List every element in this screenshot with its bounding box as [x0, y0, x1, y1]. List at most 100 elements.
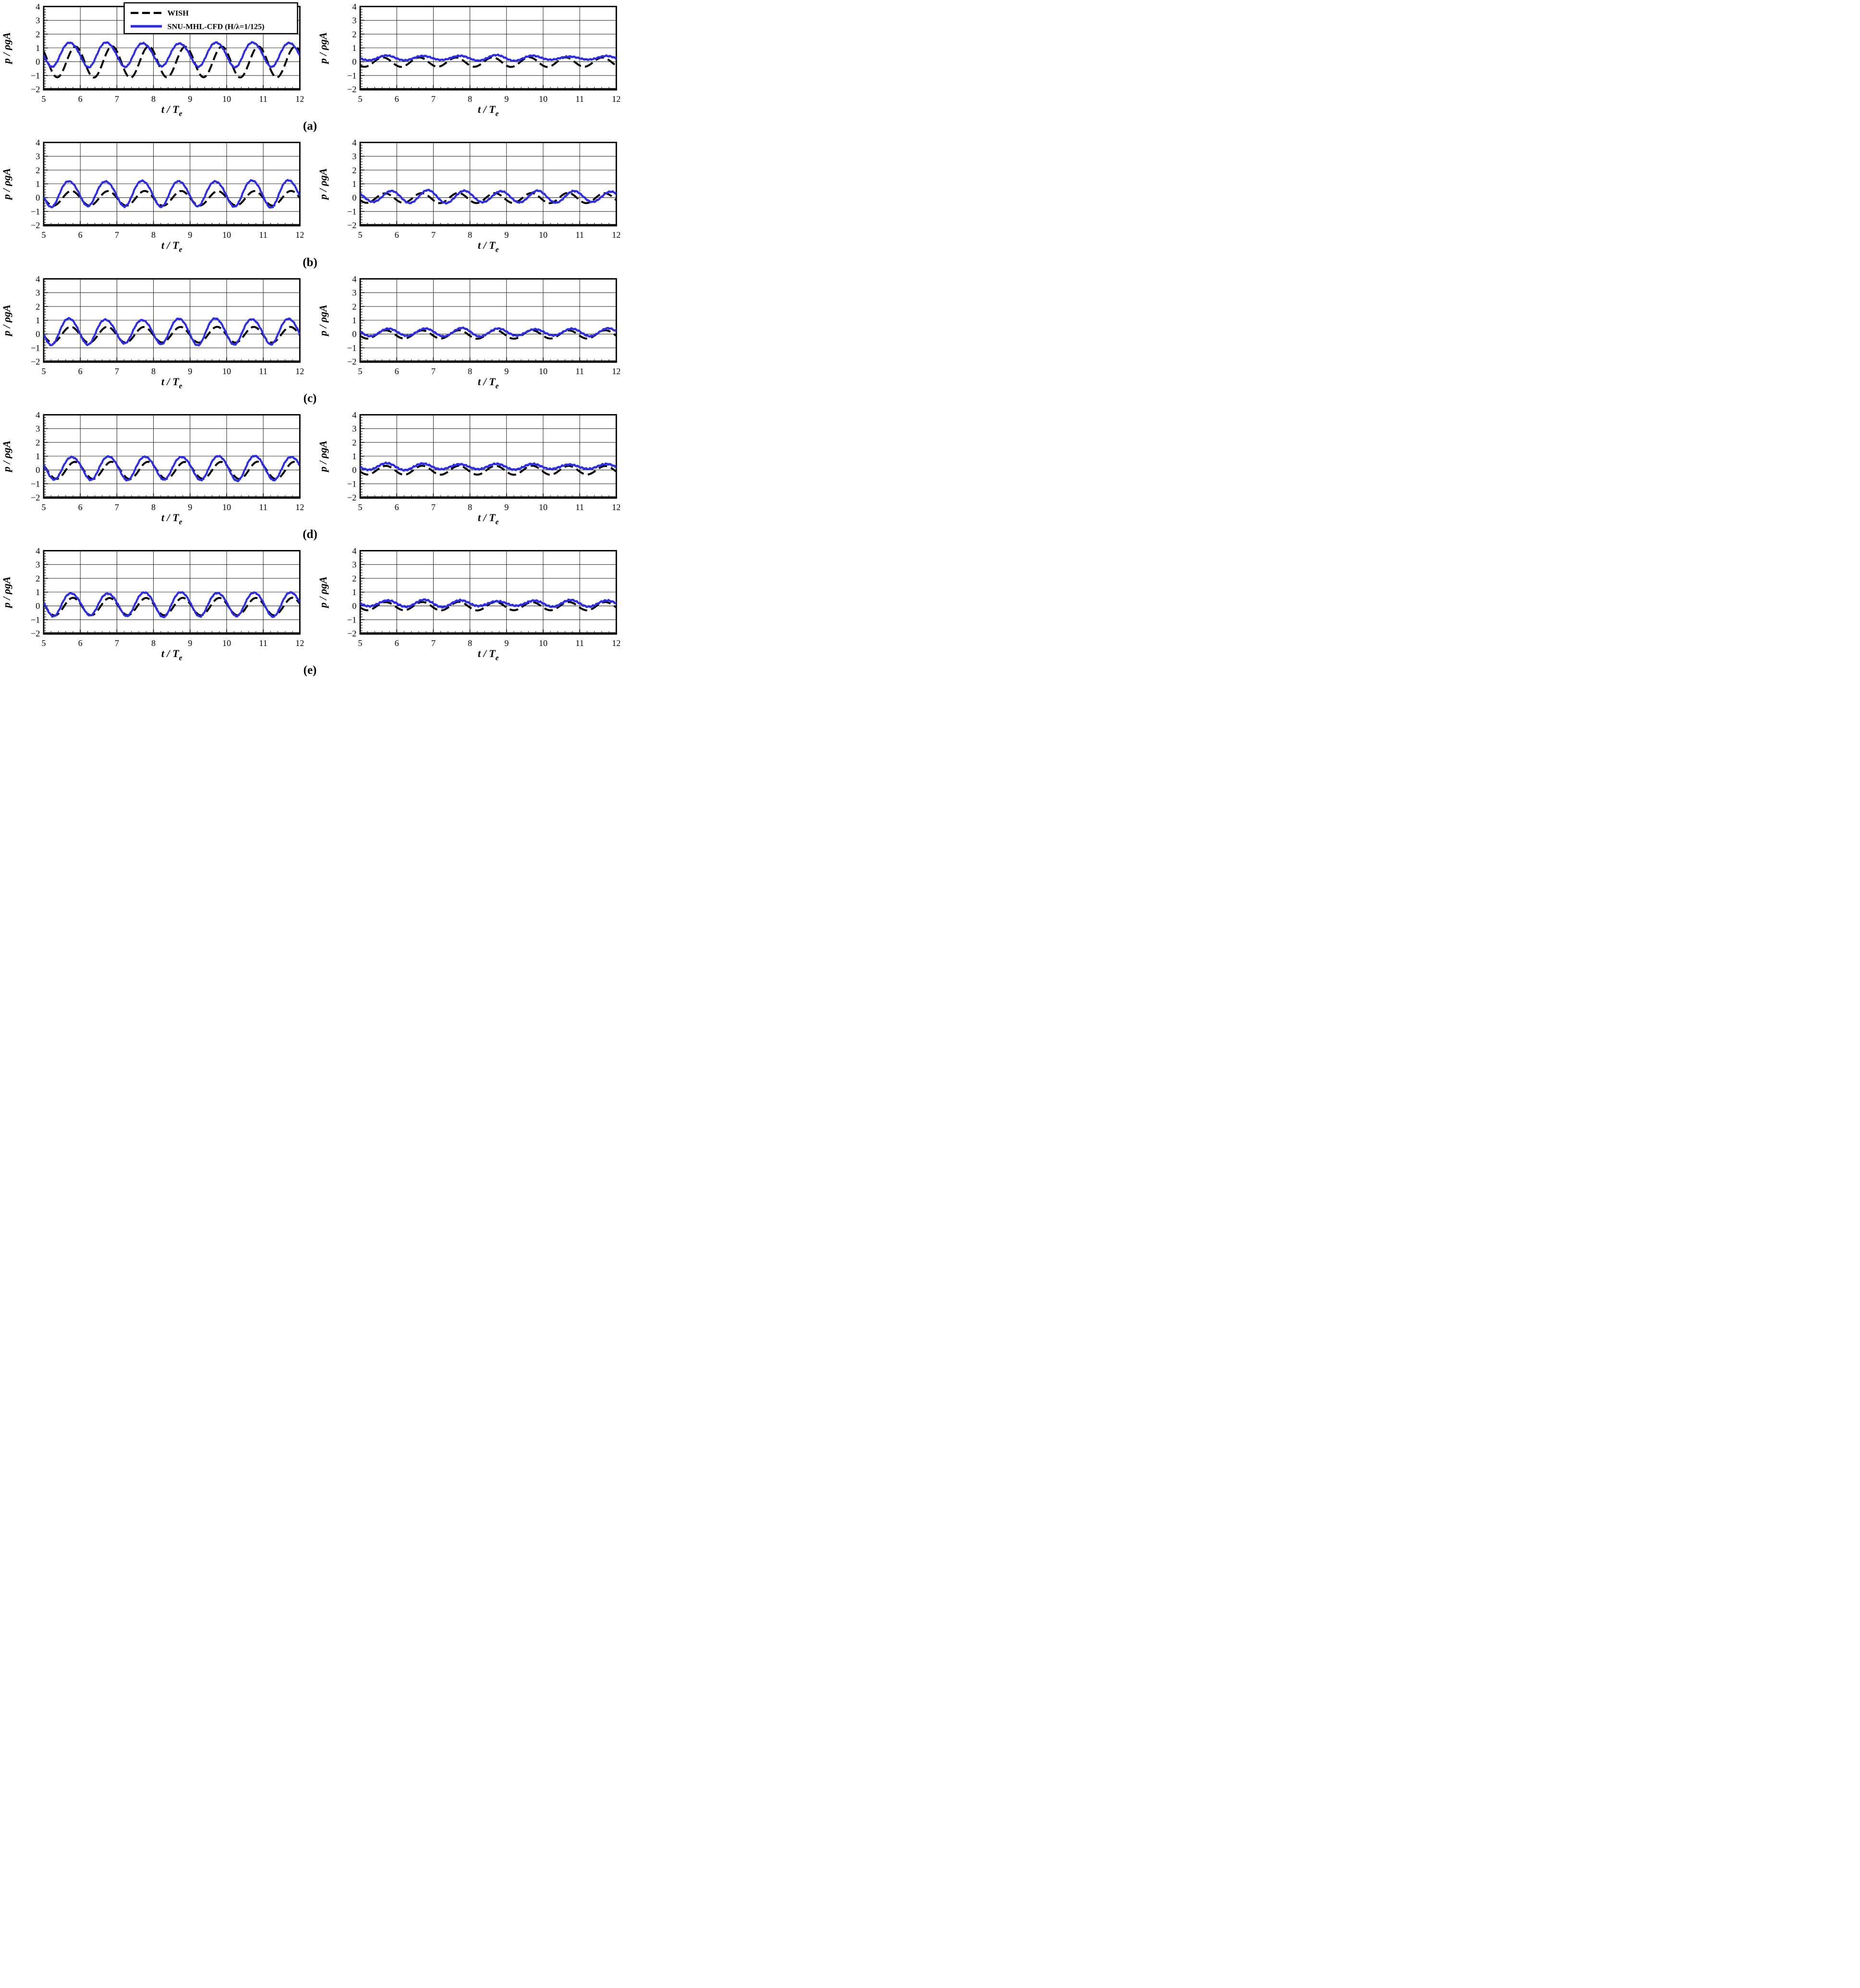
x-tick-label: 7 — [431, 366, 436, 376]
y-tick-label: 4 — [36, 274, 40, 284]
x-tick-label: 11 — [259, 94, 267, 104]
x-tick-label: 11 — [259, 230, 267, 240]
y-axis-label: p / ρgA — [317, 576, 329, 609]
x-tick-label: 11 — [575, 366, 584, 376]
x-tick-label: 7 — [431, 638, 436, 648]
x-tick-label: 8 — [468, 230, 472, 240]
curves — [360, 461, 617, 476]
x-tick-label: 5 — [41, 638, 46, 648]
y-tick-label: 1 — [36, 179, 40, 189]
y-tick-labels: −2 −1 0 1 2 3 4 — [347, 138, 356, 230]
wish-curve — [43, 597, 300, 617]
x-tick-label: 8 — [151, 502, 156, 512]
y-tick-label: −1 — [347, 343, 356, 353]
x-tick-label: 7 — [115, 638, 119, 648]
y-tick-label: 3 — [352, 560, 356, 570]
y-tick-labels: −2 −1 0 1 2 3 4 — [31, 410, 40, 502]
y-tick-label: 4 — [36, 410, 40, 420]
y-tick-label: −2 — [31, 493, 40, 502]
x-tick-label: 6 — [78, 230, 83, 240]
curves — [43, 41, 300, 79]
x-axis-label: t / Te — [478, 647, 499, 662]
gridlines — [43, 550, 300, 634]
y-axis-label: p / ρgA — [317, 32, 329, 64]
cfd-curve — [43, 317, 300, 346]
subplot-d-right: 5 6 7 8 9 10 11 12 −2 −1 0 1 2 3 4 t / Te p / ρgA — [316, 410, 620, 526]
x-tick-label: 12 — [612, 94, 620, 104]
subplot-e-right: 5 6 7 8 9 10 11 12 −2 −1 0 1 2 3 4 t / Te p / ρgA — [316, 546, 620, 662]
cfd-curve — [360, 189, 617, 205]
y-tick-labels: −2 −1 0 1 2 3 4 — [347, 2, 356, 94]
x-tick-label: 7 — [431, 94, 436, 104]
x-tick-label: 10 — [222, 366, 231, 376]
x-tick-label: 12 — [295, 502, 304, 512]
x-axis-label: t / Te — [478, 512, 499, 526]
y-tick-label: 1 — [36, 43, 40, 53]
x-tick-label: 6 — [78, 94, 83, 104]
y-tick-label: −2 — [347, 85, 356, 94]
y-tick-label: −1 — [31, 343, 40, 353]
y-tick-label: −1 — [347, 615, 356, 625]
x-tick-label: 9 — [188, 366, 192, 376]
y-tick-label: −2 — [347, 629, 356, 638]
x-tick-label: 6 — [395, 94, 399, 104]
y-tick-label: −1 — [347, 207, 356, 217]
x-tick-label: 9 — [504, 638, 509, 648]
x-tick-label: 12 — [612, 230, 620, 240]
x-tick-labels: 5 6 7 8 9 10 11 12 — [41, 366, 304, 376]
y-tick-label: 2 — [352, 438, 356, 447]
y-tick-label: 4 — [352, 410, 356, 420]
x-tick-label: 10 — [539, 94, 547, 104]
cfd-curve — [360, 326, 617, 338]
x-tick-label: 10 — [222, 94, 231, 104]
y-tick-labels: −2 −1 0 1 2 3 4 — [347, 546, 356, 638]
y-tick-label: −1 — [347, 479, 356, 488]
y-tick-label: 3 — [36, 16, 40, 25]
x-tick-label: 12 — [295, 366, 304, 376]
subplot-c-right: 5 6 7 8 9 10 11 12 −2 −1 0 1 2 3 4 t / Te p / ρgA — [316, 274, 620, 390]
y-tick-label: 3 — [352, 16, 356, 25]
y-tick-label: 1 — [352, 451, 356, 461]
y-tick-label: 4 — [352, 546, 356, 556]
legend-label-cfd: SNU-MHL-CFD (H/λ=1/125) — [168, 22, 265, 31]
x-tick-label: 9 — [504, 502, 509, 512]
gridlines — [43, 415, 300, 498]
y-axis-label: p / ρgA — [0, 440, 12, 473]
y-axis-label: p / ρgA — [317, 305, 329, 337]
x-tick-label: 5 — [41, 94, 46, 104]
x-tick-label: 7 — [115, 230, 119, 240]
x-tick-label: 10 — [222, 230, 231, 240]
x-tick-label: 6 — [78, 502, 83, 512]
x-tick-labels: 5 6 7 8 9 10 11 12 — [358, 94, 620, 104]
y-tick-label: 4 — [352, 274, 356, 284]
x-tick-label: 8 — [151, 230, 156, 240]
y-axis-label: p / ρgA — [317, 440, 329, 473]
y-tick-label: 3 — [352, 152, 356, 161]
y-tick-label: 2 — [36, 302, 40, 311]
y-tick-label: 0 — [352, 57, 356, 67]
y-tick-label: −2 — [347, 493, 356, 502]
y-tick-labels: −2 −1 0 1 2 3 4 — [347, 410, 356, 502]
y-tick-labels: −2 −1 0 1 2 3 4 — [31, 274, 40, 366]
gridlines — [360, 6, 617, 89]
x-tick-label: 8 — [468, 94, 472, 104]
x-tick-label: 6 — [395, 638, 399, 648]
y-tick-label: 3 — [36, 424, 40, 433]
x-axis-label: t / Te — [478, 103, 499, 118]
x-tick-labels: 5 6 7 8 9 10 11 12 — [41, 94, 304, 104]
x-tick-label: 9 — [188, 502, 192, 512]
wish-curve — [360, 192, 617, 205]
x-tick-label: 5 — [358, 502, 362, 512]
wish-curve — [43, 45, 300, 79]
x-tick-label: 10 — [539, 502, 547, 512]
subplot-b-right: 5 6 7 8 9 10 11 12 −2 −1 0 1 2 3 4 t / Te p / ρgA — [316, 138, 620, 254]
x-tick-label: 8 — [151, 366, 156, 376]
x-tick-label: 12 — [612, 366, 620, 376]
y-tick-label: 1 — [352, 316, 356, 325]
curves — [360, 598, 617, 612]
